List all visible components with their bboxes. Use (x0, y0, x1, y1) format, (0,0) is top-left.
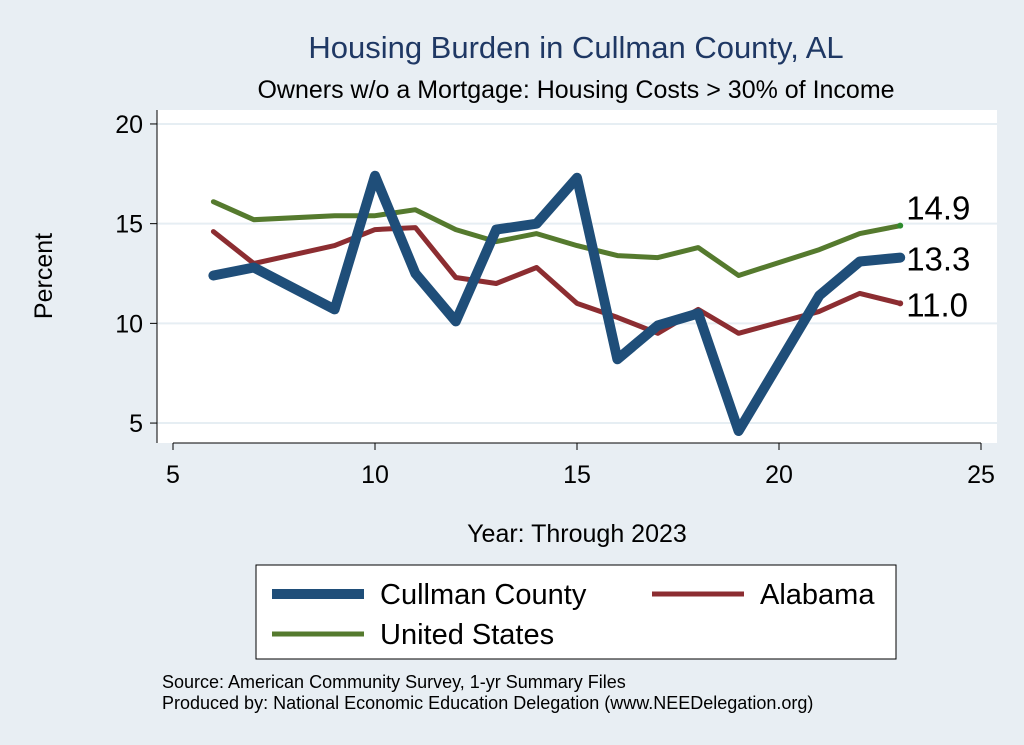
x-tick-label: 5 (166, 461, 180, 489)
end-labels: 13.3 11.0 14.9 (906, 190, 970, 324)
source-note: Source: American Community Survey, 1-yr … (162, 672, 626, 692)
end-point-alabama (897, 300, 904, 307)
chart-title: Housing Burden in Cullman County, AL (308, 30, 843, 65)
x-tick-label: 25 (967, 461, 995, 489)
legend-label-united-states: United States (380, 619, 554, 651)
legend-box (255, 564, 897, 660)
legend-label-cullman-county: Cullman County (380, 579, 587, 611)
y-tick-label: 20 (115, 111, 143, 139)
producer-note: Produced by: National Economic Education… (162, 693, 813, 713)
x-axis-ticks: 5 10 15 20 25 (166, 443, 995, 489)
plot-area (157, 110, 997, 443)
legend: Cullman County Alabama United States (272, 579, 875, 651)
x-tick-label: 15 (563, 461, 591, 489)
y-tick-label: 10 (115, 310, 143, 338)
series-layer (208, 170, 906, 436)
y-tick-label: 5 (129, 410, 143, 438)
y-axis-label: Percent (30, 233, 58, 319)
end-label-alabama: 11.0 (906, 286, 968, 323)
x-tick-label: 20 (765, 461, 793, 489)
end-point-united-states (897, 222, 904, 229)
series-line-cullman-county (208, 170, 906, 436)
end-label-cullman-county: 13.3 (906, 241, 970, 278)
end-label-united-states: 14.9 (906, 190, 970, 227)
y-tick-label: 15 (115, 211, 143, 239)
y-axis-ticks: 5 10 15 20 (115, 111, 157, 438)
gridlines (157, 122, 997, 425)
x-axis-label: Year: Through 2023 (467, 520, 687, 548)
chart-subtitle: Owners w/o a Mortgage: Housing Costs > 3… (257, 76, 894, 104)
legend-label-alabama: Alabama (760, 579, 875, 611)
series-line-united-states (210, 199, 903, 278)
x-tick-label: 10 (361, 461, 389, 489)
end-point-cullman-county (897, 254, 904, 261)
